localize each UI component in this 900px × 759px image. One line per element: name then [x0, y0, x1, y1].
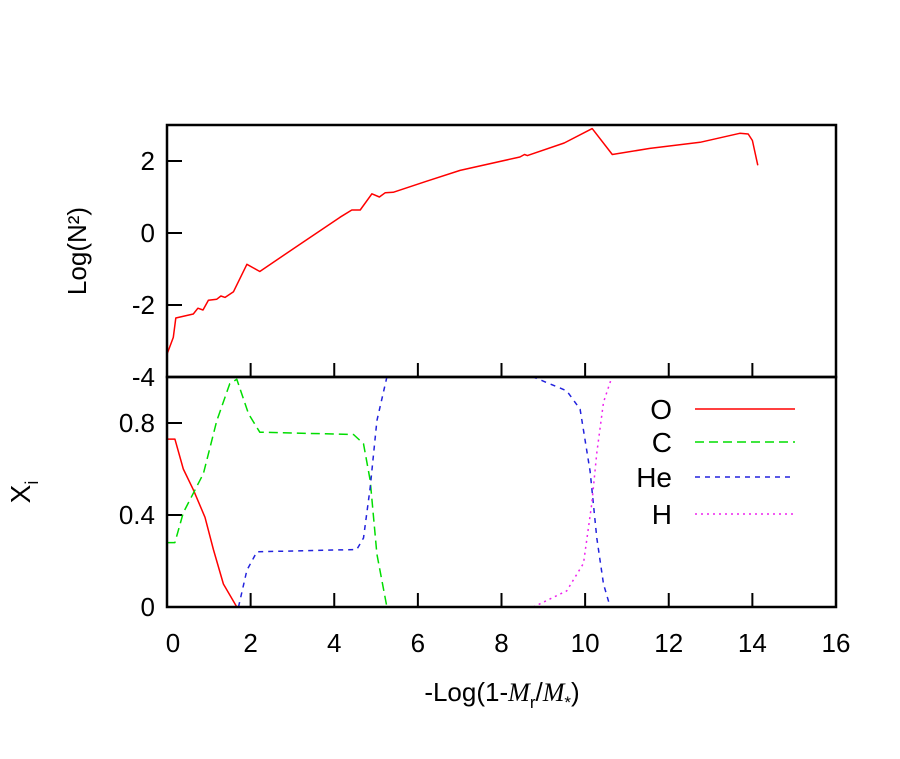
legend-label: He: [636, 462, 672, 493]
x-axis-label: -Log(1-Mr/M*): [424, 677, 579, 712]
series-line-h: [532, 376, 613, 608]
xlabel-slash: /: [535, 677, 543, 707]
series-line-he: [237, 376, 611, 608]
xlabel-m1: M: [507, 678, 531, 707]
xlabel-sub-r: r: [530, 693, 536, 712]
legend-item-h: H: [652, 499, 795, 530]
x-tick-label: 10: [571, 628, 600, 658]
x-tick-label: 14: [738, 628, 767, 658]
xi-sub: i: [22, 481, 42, 485]
y-tick-label: 0.4: [119, 500, 155, 530]
series-line-o: [167, 438, 238, 608]
xlabel-pre: -Log(1-: [424, 677, 508, 707]
plot-frame: [165, 375, 838, 609]
bottom-panel: 0.8 0.4 00 2 4 6 8 10 12 14 16 OC He H: [119, 375, 851, 658]
y-tick-label: 0: [141, 592, 155, 622]
x-tick-label: 2: [243, 628, 257, 658]
top-panel: 2 0 -2 -4: [132, 123, 838, 392]
legend-item-he: He: [636, 462, 795, 493]
xlabel-m2: M: [542, 678, 566, 707]
x-tick-label: 16: [822, 628, 851, 658]
legend-label: C: [652, 427, 672, 458]
series-line-c: [167, 378, 388, 608]
xi-main: X: [5, 484, 36, 503]
x-tick-label: 8: [494, 628, 508, 658]
y-tick-label: 0.8: [119, 408, 155, 438]
xlabel-sub-star: *: [564, 693, 571, 712]
x-tick-label: 12: [654, 628, 683, 658]
y-tick-label: -4: [132, 362, 155, 392]
legend-item-c: C: [652, 427, 795, 458]
legend-label: H: [652, 499, 672, 530]
legend-label: O: [650, 394, 672, 425]
x-tick-label: 0: [166, 628, 180, 658]
xlabel-post: ): [571, 677, 580, 707]
y-tick-label: -2: [132, 290, 155, 320]
top-y-axis-label: Log(N²): [62, 207, 92, 295]
series-line-n2: [166, 127, 759, 355]
legend-item-o: O: [650, 394, 795, 425]
y-tick-label: 2: [141, 146, 155, 176]
x-tick-label: 4: [327, 628, 341, 658]
bottom-y-axis-label: Xi: [5, 481, 42, 504]
plot-frame: [165, 123, 838, 379]
x-tick-label: 6: [411, 628, 425, 658]
y-tick-label: 0: [141, 218, 155, 248]
